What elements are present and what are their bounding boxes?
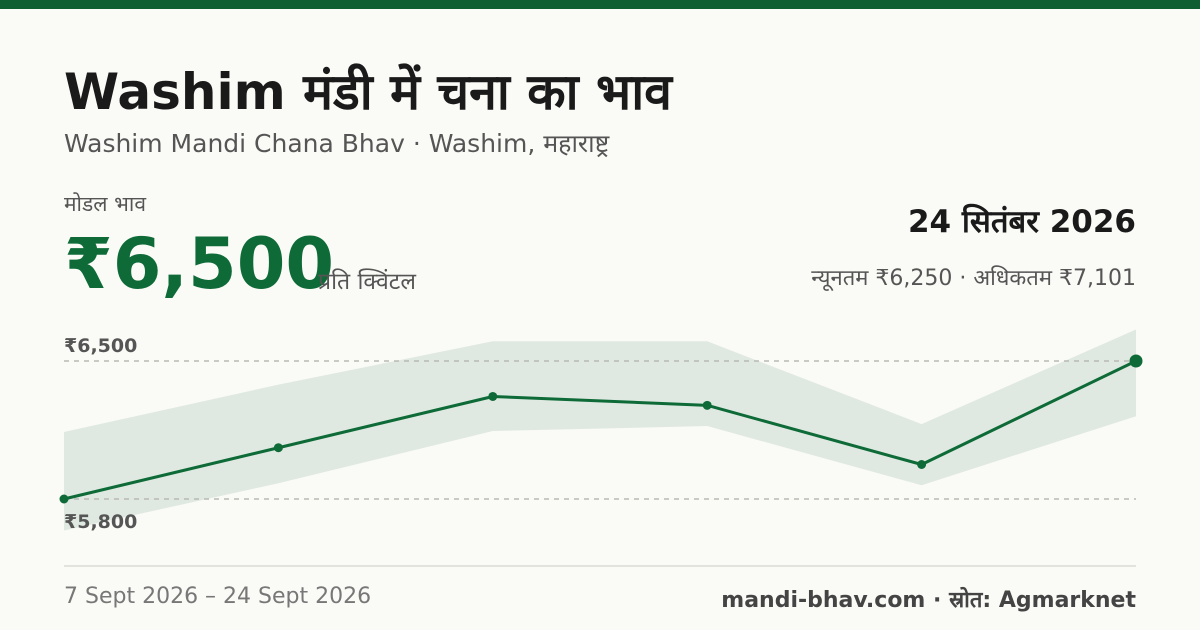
data-point-3 (702, 400, 712, 410)
data-point-4 (917, 460, 927, 469)
minmax-separator: · (959, 266, 967, 291)
source-separator: · (933, 588, 942, 613)
footer-divider (64, 565, 1136, 567)
max-value: ₹7,101 (1059, 266, 1136, 291)
min-label: न्यूनतम (811, 266, 869, 291)
min-max-prices: न्यूनतम ₹6,250 · अधिकतम ₹7,101 (811, 262, 1136, 292)
accent-bar (0, 0, 1200, 9)
min-max-band (64, 329, 1136, 531)
data-point-1 (273, 443, 283, 453)
page-subtitle: Washim Mandi Chana Bhav · Washim, महाराष… (64, 129, 610, 158)
data-point-2 (488, 391, 498, 401)
price-unit: प्रति क्विंटल (318, 269, 416, 295)
site-name: mandi-bhav.com (721, 588, 926, 613)
page-title: Washim मंडी में चना का भाव (64, 63, 672, 121)
data-point-0 (59, 494, 69, 504)
max-label: अधिकतम (973, 266, 1053, 291)
modal-price-value: ₹6,500 (64, 223, 335, 305)
data-point-5 (1129, 354, 1143, 368)
min-value: ₹6,250 (875, 266, 953, 291)
source-name: Agmarknet (998, 588, 1136, 613)
price-date: 24 सितंबर 2026 (907, 204, 1136, 240)
tick-label-high: ₹6,500 (64, 335, 137, 357)
source-credit: mandi-bhav.com · स्रोत: Agmarknet (721, 584, 1136, 614)
date-range: 7 Sept 2026 – 24 Sept 2026 (64, 584, 372, 609)
tick-label-low: ₹5,800 (64, 511, 137, 533)
source-label: स्रोत: (949, 588, 992, 613)
modal-price-label: मोडल भाव (64, 192, 147, 216)
price-line (63, 359, 1137, 501)
